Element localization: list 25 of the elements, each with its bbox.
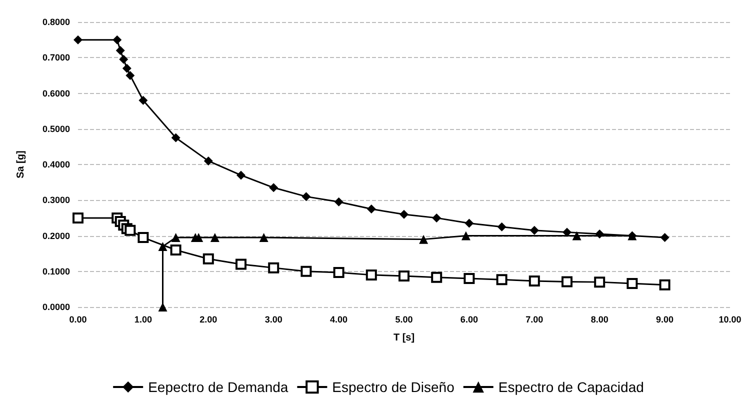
- y-tick-label: 0.7000: [42, 52, 70, 63]
- x-tick-label: 8.00: [590, 314, 608, 324]
- legend-label: Eepectro de Demanda: [148, 379, 288, 395]
- x-tick-label: 6.00: [460, 314, 478, 324]
- x-tick-label: 10.00: [718, 314, 742, 324]
- y-tick-label: 0.2000: [42, 230, 70, 241]
- x-tick-label: 2.00: [200, 314, 218, 324]
- x-tick-label: 3.00: [264, 314, 282, 324]
- x-tick-label: 4.00: [330, 314, 348, 324]
- y-tick-label: 0.0000: [42, 302, 70, 312]
- y-tick-label: 0.5000: [42, 124, 70, 134]
- legend-label: Espectro de Diseño: [332, 379, 455, 395]
- x-tick-label: 5.00: [395, 314, 413, 324]
- y-tick-label: 0.8000: [42, 17, 70, 27]
- x-tick-label: 1.00: [134, 314, 152, 324]
- x-tick-label: 7.00: [526, 314, 544, 324]
- y-tick-label: 0.1000: [42, 266, 70, 276]
- y-tick-label: 0.3000: [42, 195, 70, 206]
- x-tick-label: 0.00: [69, 314, 87, 324]
- legend-label: Espectro de Capacidad: [498, 379, 644, 395]
- y-tick-label: 0.4000: [42, 160, 70, 170]
- y-axis-title: Sa [g]: [16, 150, 26, 178]
- x-axis-title: T [s]: [393, 332, 415, 344]
- x-tick-label: 9.00: [656, 314, 674, 324]
- y-tick-label: 0.6000: [42, 88, 70, 98]
